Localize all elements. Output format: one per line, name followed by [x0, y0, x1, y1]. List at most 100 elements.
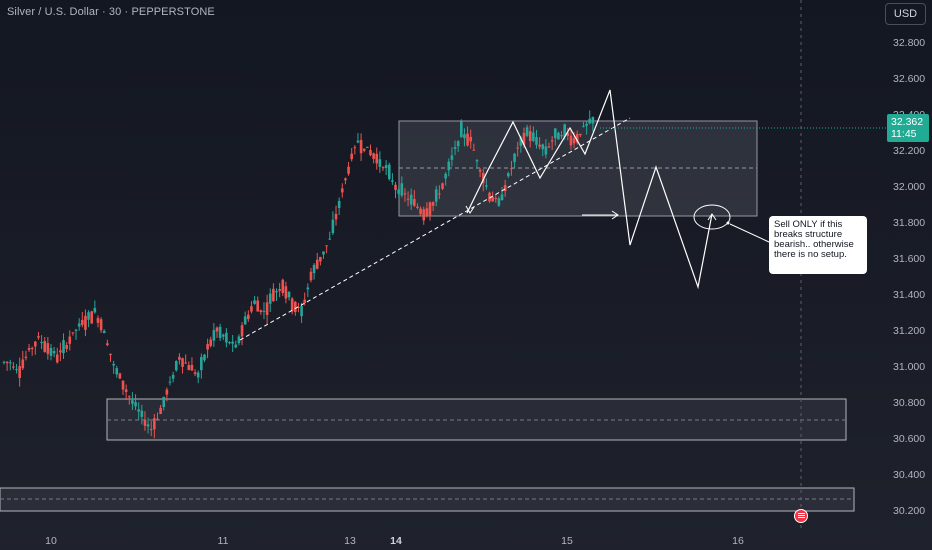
candle-body — [212, 330, 216, 341]
candle-body — [312, 264, 316, 274]
candle-body — [309, 271, 313, 281]
candle-body — [397, 189, 400, 194]
candle-body — [137, 409, 140, 412]
candle-body — [325, 245, 328, 247]
candle-body — [387, 164, 391, 180]
candle-body — [519, 137, 523, 146]
y-tick-label: 30.400 — [893, 469, 925, 481]
currency-button[interactable]: USD — [885, 3, 926, 25]
candle-body — [372, 153, 375, 159]
y-tick-label: 32.000 — [893, 181, 925, 193]
chart-title: Silver / U.S. Dollar · 30 · PEPPERSTONE — [7, 6, 215, 18]
candle-body — [5, 361, 9, 363]
candle-body — [71, 332, 75, 334]
projection-path[interactable] — [466, 89, 713, 290]
y-tick-label: 31.600 — [893, 253, 925, 265]
candle-body — [409, 194, 413, 205]
candle-body — [500, 194, 504, 201]
candle-body — [425, 208, 429, 216]
candle-body — [287, 291, 291, 298]
candle-body — [134, 402, 137, 407]
candle-body — [99, 319, 103, 331]
candle-body — [294, 301, 297, 313]
candle-body — [456, 141, 460, 147]
candle-body — [497, 198, 501, 206]
candle-body — [591, 117, 595, 124]
trendline[interactable] — [239, 117, 631, 341]
note-anchor-dot — [726, 221, 730, 225]
candle-body — [469, 136, 473, 142]
candle-body — [391, 180, 394, 182]
candle-body — [322, 251, 325, 255]
x-tick-label: 15 — [561, 535, 573, 547]
candle-body — [579, 133, 582, 136]
sell-note[interactable]: Sell ONLY if this breaks structure beari… — [769, 216, 867, 274]
candle-body — [494, 198, 498, 200]
candle-body — [550, 140, 554, 142]
candle-body — [506, 173, 510, 177]
candle-body — [447, 161, 451, 171]
candle-body — [272, 288, 275, 302]
candle-body — [218, 326, 222, 338]
candle-body — [353, 147, 357, 149]
candle-body — [366, 146, 369, 148]
candle-body — [334, 213, 338, 220]
candle-body — [102, 330, 106, 334]
candle-body — [375, 153, 379, 164]
candle-body — [159, 407, 162, 414]
candle-body — [538, 144, 541, 147]
candle-body — [485, 185, 488, 187]
target-circle[interactable] — [693, 204, 731, 230]
candle-body — [475, 160, 479, 162]
candle-body — [8, 362, 12, 364]
candle-body — [453, 147, 457, 149]
candle-body — [359, 140, 363, 154]
candle-body — [168, 381, 172, 383]
candle-body — [585, 123, 588, 126]
y-tick-label: 32.800 — [893, 37, 925, 49]
candle-body — [450, 155, 454, 160]
candle-body — [319, 256, 322, 262]
candle-body — [381, 167, 385, 169]
candle-body — [115, 368, 119, 375]
projection-path-detail — [465, 205, 475, 214]
candle-body — [340, 188, 344, 193]
candle-body — [491, 196, 494, 202]
candle-body — [438, 193, 441, 195]
candle-body — [582, 125, 585, 127]
candle-body — [96, 317, 100, 323]
candle-body — [231, 341, 234, 344]
candle-body — [444, 173, 447, 179]
candle-body — [344, 178, 347, 181]
candle-body — [297, 306, 300, 308]
candle-body — [575, 133, 579, 143]
candle-body — [200, 356, 203, 371]
candle-body — [165, 389, 169, 395]
candle-body — [431, 202, 435, 206]
candle-body — [466, 133, 469, 146]
y-tick-label: 31.000 — [893, 361, 925, 373]
candle-body — [315, 259, 319, 269]
candle-body — [215, 327, 219, 332]
candle-body — [384, 165, 388, 169]
candle-body — [30, 347, 34, 349]
candle-body — [193, 372, 197, 374]
candle-body — [149, 429, 153, 431]
candle-body — [516, 147, 519, 149]
candle-body — [240, 325, 244, 337]
candle-body — [588, 118, 592, 124]
candle-body — [281, 279, 285, 294]
demand-zone-1[interactable] — [106, 398, 847, 441]
candle-body — [557, 132, 560, 140]
candle-body — [81, 319, 84, 325]
y-tick-label: 32.600 — [893, 73, 925, 85]
candle-body — [68, 336, 72, 344]
candle-body — [162, 396, 166, 407]
candle-body — [406, 198, 410, 200]
candle-body — [413, 199, 416, 206]
us-flag-event-icon[interactable] — [794, 509, 808, 523]
candle-body — [225, 332, 228, 343]
candle-body — [187, 364, 191, 371]
candle-body — [503, 185, 507, 192]
